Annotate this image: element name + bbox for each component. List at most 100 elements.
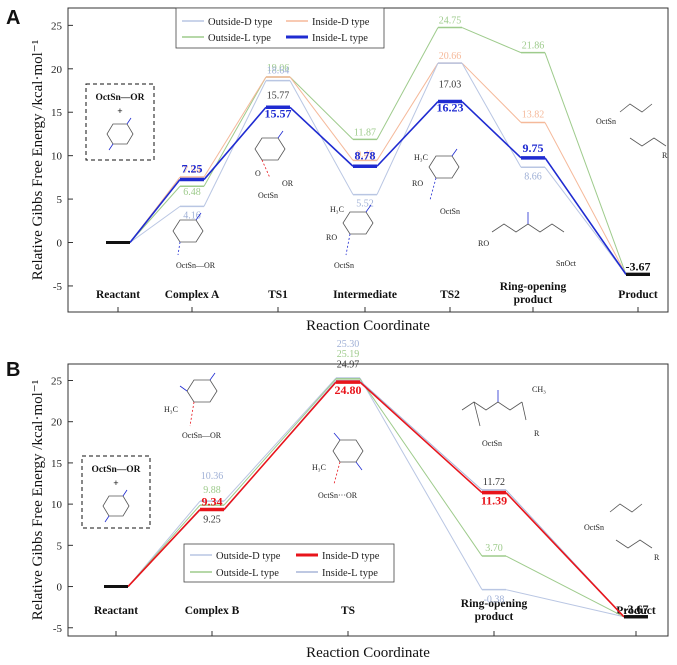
data-label: 15.57 bbox=[265, 106, 292, 120]
data-label: 4.16 bbox=[183, 210, 201, 221]
label-ts1-3: OctSn bbox=[258, 191, 278, 200]
label-rop-a-2: SnOct bbox=[556, 259, 577, 268]
series-inside-d-type: 9.34 24.80 11.39 -3.67 bbox=[104, 380, 649, 619]
reactant-b-plus: + bbox=[113, 479, 118, 489]
structure-ts2: H₃C RO OctSn bbox=[412, 148, 460, 216]
series-connector bbox=[461, 100, 522, 159]
panel-label-a: A bbox=[6, 7, 20, 29]
y-tick-label: 0 bbox=[57, 238, 63, 250]
series-connector bbox=[289, 76, 354, 140]
label-int-1: H₃C bbox=[330, 205, 344, 214]
panel-b-legend: Outside-D type Outside-L type Inside-D t… bbox=[183, 543, 395, 583]
series-outside-l-type: 6.48 19.06 11.87 24.75 21.86 bbox=[106, 16, 650, 276]
panel-b-x-label: Reaction Coordinate bbox=[306, 645, 430, 661]
panel-a-y-axis: -5 0 5 10 15 20 25 bbox=[51, 20, 73, 293]
label-ts1-1: O bbox=[255, 169, 261, 178]
legend-a-inside-l: Inside-L type bbox=[312, 33, 368, 44]
data-label: 18.64 bbox=[267, 66, 290, 77]
series-connector bbox=[505, 555, 625, 618]
legend-b-inside-l: Inside-L type bbox=[322, 568, 378, 579]
data-label: 24.97 bbox=[337, 360, 360, 371]
data-label: 21.86 bbox=[522, 41, 545, 52]
structure-ts1: O OR OctSn bbox=[254, 130, 294, 200]
category-label: Ring-opening product bbox=[500, 281, 567, 306]
legend-b-inside-d: Inside-D type bbox=[322, 551, 380, 562]
series-connector bbox=[359, 380, 483, 491]
structure-product-a: OctSn R bbox=[596, 103, 668, 160]
series-connector bbox=[505, 589, 625, 618]
series-outside-l-type: 9.88 25.19 3.70 bbox=[104, 349, 648, 619]
series-connector bbox=[127, 509, 201, 588]
legend-a-outside-d: Outside-D type bbox=[208, 17, 273, 28]
label-prod-b-2: R bbox=[654, 553, 660, 562]
y-tick-label: -5 bbox=[53, 281, 63, 293]
structure-ts-b: H₃C OctSn···OR bbox=[312, 432, 364, 500]
label-complex-b-2: OctSn—OR bbox=[182, 431, 222, 440]
panel-a-reactant-box: OctSn—OR + bbox=[85, 83, 155, 161]
label-ts-b-1: H₃C bbox=[312, 463, 326, 472]
series-connector bbox=[129, 179, 181, 244]
label-ts2-2: RO bbox=[412, 179, 423, 188]
data-label: 8.66 bbox=[524, 171, 542, 182]
series-connector bbox=[223, 377, 337, 502]
category-label: Complex B bbox=[185, 605, 240, 617]
data-label: 8.78 bbox=[355, 148, 376, 162]
panel-b-frame bbox=[67, 363, 669, 637]
data-label: 6.48 bbox=[183, 187, 201, 198]
series-connector bbox=[129, 205, 181, 243]
data-label: 5.52 bbox=[356, 199, 374, 210]
category-label: TS bbox=[341, 605, 355, 617]
y-tick-label: 10 bbox=[51, 499, 63, 511]
data-label: -0.38 bbox=[484, 595, 505, 606]
data-label: 19.06 bbox=[267, 63, 290, 74]
series-connector bbox=[359, 381, 483, 494]
label-ts-b-2: OctSn···OR bbox=[318, 491, 358, 500]
label-complex-b-1: H₃C bbox=[164, 405, 178, 414]
series-connector bbox=[223, 378, 337, 506]
series-connector bbox=[376, 62, 439, 161]
legend-b-outside-l: Outside-L type bbox=[216, 568, 279, 579]
structure-ring-opening-b: CH₃ OctSn R bbox=[461, 385, 546, 448]
panel-a-x-label: Reaction Coordinate bbox=[306, 318, 430, 334]
y-tick-label: 20 bbox=[51, 417, 63, 429]
reactant-b-catalyst: OctSn—OR bbox=[91, 465, 140, 475]
series-inside-l-type: 7.25 15.57 8.78 16.23 9.75 -3.67 bbox=[106, 99, 651, 276]
label-ts2-1: H₃C bbox=[414, 153, 428, 162]
label-complex-a-1: OctSn—OR bbox=[176, 261, 216, 270]
panel-b-y-label: Relative Gibbs Free Energy /kcal·mol⁻¹ bbox=[30, 380, 46, 620]
data-label: 24.75 bbox=[439, 16, 462, 27]
data-label: 9.45 bbox=[356, 149, 374, 160]
label-ts1-2: OR bbox=[282, 179, 294, 188]
label-int-3: OctSn bbox=[334, 261, 354, 270]
series-connector bbox=[544, 122, 627, 275]
series-connector bbox=[359, 378, 483, 557]
category-label: TS2 bbox=[440, 289, 460, 301]
reactant-a-plus: + bbox=[117, 107, 122, 117]
series-connector bbox=[289, 76, 354, 161]
series-connector bbox=[376, 62, 439, 195]
category-label: Complex A bbox=[165, 289, 220, 301]
y-tick-label: 25 bbox=[51, 375, 63, 387]
label-rop-a-1: RO bbox=[478, 239, 489, 248]
data-label: 20.66 bbox=[439, 51, 462, 62]
category-label: Product bbox=[618, 289, 658, 301]
structure-complex-b: H₃C OctSn—OR bbox=[164, 372, 222, 440]
label-prod-a-2: R bbox=[662, 151, 668, 160]
label-ts2-3: OctSn bbox=[440, 207, 460, 216]
data-label: 11.72 bbox=[483, 477, 505, 488]
panel-b-reactant-box: OctSn—OR + bbox=[81, 455, 151, 529]
y-tick-label: 20 bbox=[51, 64, 63, 76]
label-prod-a-1: OctSn bbox=[596, 117, 616, 126]
data-label: 11.39 bbox=[481, 494, 507, 508]
data-label: 9.34 bbox=[202, 495, 223, 509]
data-label: 9.25 bbox=[203, 514, 221, 525]
series-connector bbox=[505, 492, 625, 618]
panel-a-plot: 6.48 19.06 11.87 24.75 21.86 7.54 9.45 20.66 13.… bbox=[106, 16, 651, 276]
y-tick-label: 10 bbox=[51, 151, 63, 163]
panel-b-y-axis: -5 0 5 10 15 20 25 bbox=[51, 375, 73, 635]
series-connector bbox=[376, 27, 439, 140]
category-label: Reactant bbox=[94, 605, 138, 617]
y-tick-label: 5 bbox=[57, 194, 63, 206]
series-connector bbox=[376, 100, 439, 167]
